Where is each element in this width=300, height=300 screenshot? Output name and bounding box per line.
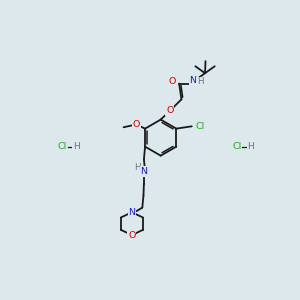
Text: O: O (133, 120, 140, 129)
Text: O: O (166, 106, 174, 115)
Text: N: N (140, 167, 147, 176)
Text: H: H (248, 142, 254, 152)
Text: N: N (190, 76, 196, 85)
Text: O: O (169, 77, 176, 86)
Text: N: N (128, 208, 135, 217)
Text: O: O (128, 231, 136, 240)
Text: H: H (73, 142, 80, 152)
Text: Cl: Cl (232, 142, 242, 152)
Text: H: H (134, 163, 141, 172)
Text: H: H (196, 77, 203, 86)
Text: Cl: Cl (58, 142, 67, 152)
Text: Cl: Cl (195, 122, 205, 131)
